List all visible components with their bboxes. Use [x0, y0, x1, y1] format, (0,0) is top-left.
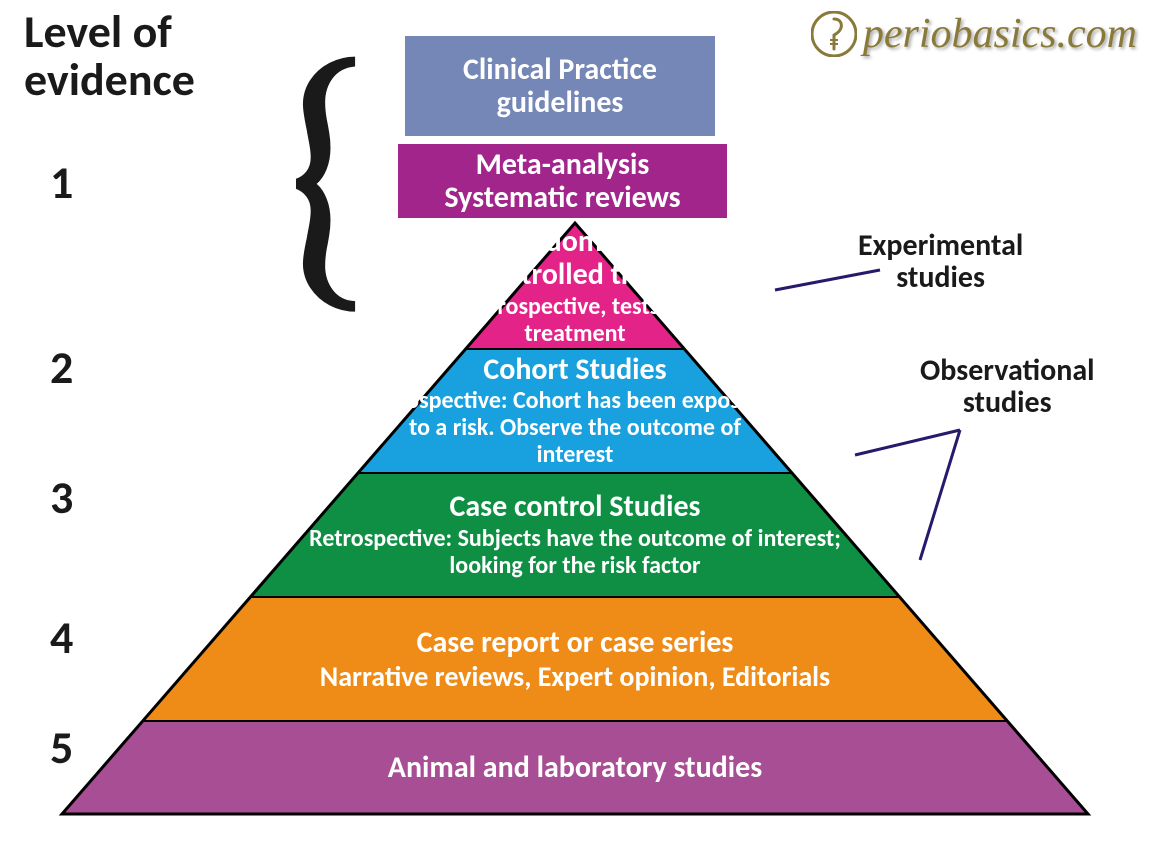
annotation-observational: Observationalstudies	[920, 355, 1095, 418]
tier-label-cohort: Cohort StudiesProspective: Cohort has be…	[358, 349, 792, 473]
tier-label-rct: Randomized controlled trialsProspective,…	[466, 223, 685, 349]
annotation-experimental: Experimentalstudies	[858, 230, 1023, 293]
tier-label-casecontrol: Case control StudiesRetrospective: Subje…	[250, 473, 899, 597]
tier-label-caseseries: Case report or case seriesNarrative revi…	[143, 597, 1008, 721]
tier-label-animal: Animal and laboratory studies	[62, 721, 1088, 814]
